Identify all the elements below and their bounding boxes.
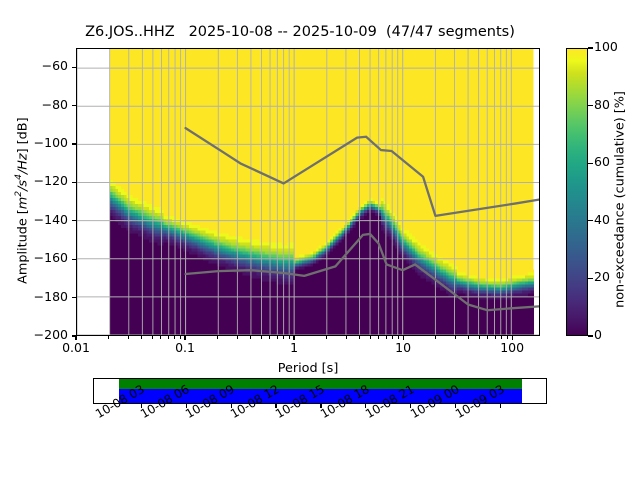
data-coverage-timeline[interactable] [93, 378, 547, 404]
colorbar-tick-mark [588, 105, 593, 107]
y-tick-label: −160 [33, 250, 68, 266]
x-tick-mark [184, 336, 186, 340]
colorbar-tick-label: 0 [594, 327, 602, 342]
x-tick-label: 0.1 [175, 340, 195, 355]
timeline-tick-mark [320, 404, 322, 408]
colorbar[interactable] [566, 48, 588, 336]
x-minor-tick-mark [276, 336, 278, 339]
colorbar-label: non-exceedance (cumulative) [%] [612, 91, 628, 308]
x-minor-tick-mark [369, 336, 371, 339]
y-tick-mark [72, 181, 76, 183]
colorbar-tick-mark [588, 335, 593, 337]
x-axis-label: Period [s] [277, 361, 339, 376]
y-tick-mark [72, 258, 76, 260]
colorbar-tick-label: 40 [594, 211, 610, 227]
x-minor-tick-mark [288, 336, 290, 339]
x-minor-tick-mark [108, 336, 110, 339]
x-minor-tick-mark [179, 336, 181, 339]
timeline-tick-mark [500, 404, 502, 408]
colorbar-tick-label: 100 [594, 39, 618, 54]
colorbar-gradient [567, 49, 587, 335]
ppsd-plot-area[interactable] [76, 48, 540, 336]
x-tick-mark [293, 336, 295, 340]
x-tick-mark [75, 336, 77, 340]
x-tick-label: 100 [500, 340, 525, 355]
colorbar-tick-mark [588, 220, 593, 222]
x-minor-tick-mark [487, 336, 489, 339]
x-minor-tick-mark [345, 336, 347, 339]
x-minor-tick-mark [151, 336, 153, 339]
y-tick-mark [72, 335, 76, 337]
y-tick-label: −120 [33, 173, 68, 189]
timeline-tick-mark [365, 404, 367, 408]
x-tick-label: 10 [395, 340, 412, 355]
x-minor-tick-mark [326, 336, 328, 339]
y-axis-label-suffix: ] [dB] [15, 117, 31, 154]
x-minor-tick-mark [236, 336, 238, 339]
y-tick-label: −200 [33, 327, 68, 342]
x-tick-mark [402, 336, 404, 340]
y-tick-mark [72, 105, 76, 107]
y-tick-label: −100 [33, 135, 68, 150]
ppsd-plot-canvas [77, 49, 539, 335]
y-tick-label: −180 [33, 288, 68, 304]
x-minor-tick-mark [167, 336, 169, 339]
y-tick-label: −140 [33, 211, 68, 227]
grid-layer [77, 49, 539, 335]
x-tick-mark [511, 336, 513, 340]
x-tick-label: 1 [290, 340, 299, 355]
x-minor-tick-mark [378, 336, 380, 339]
coverage-bar-blue [118, 389, 523, 403]
x-minor-tick-mark [397, 336, 399, 339]
colorbar-tick-label: 80 [594, 96, 610, 112]
y-tick-mark [72, 143, 76, 145]
timeline-tick-mark [410, 404, 412, 408]
colorbar-tick-mark [588, 162, 593, 164]
noise-model-layer [184, 126, 539, 312]
timeline-tick-mark [275, 404, 277, 408]
timeline-tick-mark [230, 404, 232, 408]
y-axis-label-prefix: Amplitude [ [15, 209, 31, 284]
x-minor-tick-mark [506, 336, 508, 339]
y-tick-mark [72, 297, 76, 299]
timeline-tick-mark [140, 404, 142, 408]
x-minor-tick-mark [501, 336, 503, 339]
coverage-bar-green [118, 379, 523, 389]
x-minor-tick-mark [283, 336, 284, 339]
x-minor-tick-mark [160, 336, 162, 339]
x-minor-tick-mark [359, 336, 361, 339]
y-axis-label: Amplitude [m2/s4/Hz] [dB] [13, 51, 30, 351]
x-minor-tick-mark [173, 336, 175, 339]
x-minor-tick-mark [217, 336, 219, 339]
x-minor-tick-mark [435, 336, 437, 339]
y-tick-label: −80 [41, 96, 68, 112]
x-minor-tick-mark [250, 336, 252, 339]
colorbar-tick-label: 20 [594, 269, 610, 285]
x-minor-tick-mark [127, 336, 129, 339]
y-tick-label: −60 [41, 58, 68, 74]
y-tick-mark [72, 220, 76, 222]
ppsd-density-layer [109, 49, 535, 335]
y-axis-label-units: m2/s4/Hz [13, 153, 31, 210]
y-tick-mark [72, 66, 76, 68]
colorbar-tick-mark [588, 277, 593, 279]
x-minor-tick-mark [494, 336, 496, 339]
colorbar-tick-mark [588, 47, 593, 49]
x-minor-tick-mark [454, 336, 456, 339]
x-tick-label: 0.01 [62, 340, 90, 355]
timeline-tick-mark [185, 404, 187, 408]
x-minor-tick-mark [260, 336, 262, 339]
x-minor-tick-mark [478, 336, 480, 339]
figure-title: Z6.JOS..HHZ 2025-10-08 -- 2025-10-09 (47… [85, 24, 515, 40]
x-minor-tick-mark [468, 336, 470, 339]
x-minor-tick-mark [141, 336, 143, 339]
x-minor-tick-mark [269, 336, 271, 339]
timeline-tick-mark [455, 404, 457, 408]
x-minor-tick-mark [392, 336, 394, 339]
x-minor-tick-mark [385, 336, 387, 339]
colorbar-tick-label: 60 [594, 154, 610, 170]
